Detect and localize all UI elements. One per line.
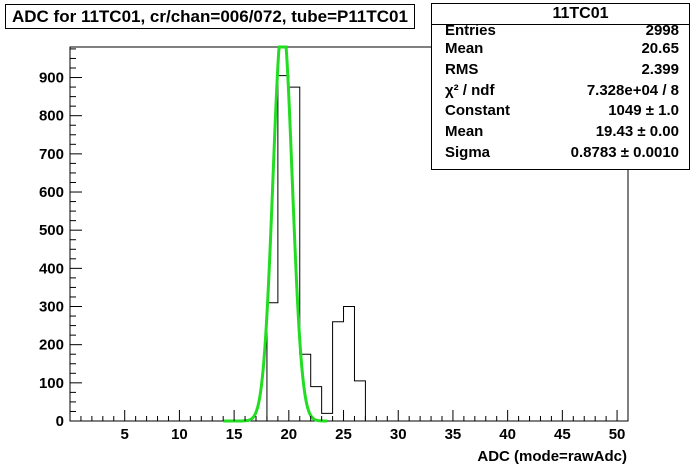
y-tick-label: 700	[39, 146, 64, 163]
histogram-bin	[344, 307, 355, 421]
plot-frame	[69, 46, 629, 422]
x-tick-label: 15	[226, 426, 243, 443]
y-tick-label: 800	[39, 108, 64, 125]
y-tick-label: 600	[39, 184, 64, 201]
histogram-bin	[267, 303, 278, 421]
stats-label: Mean	[445, 40, 484, 57]
y-tick-label: 400	[39, 260, 64, 277]
y-axis: 0 100 200 300 400 500 600 700 800 900	[39, 48, 82, 430]
histogram-bars	[256, 75, 366, 422]
stats-value: 20.65	[641, 40, 679, 57]
chart-title: ADC for 11TC01, cr/chan=006/072, tube=P1…	[5, 4, 415, 29]
stats-row: Mean 20.65	[432, 39, 689, 60]
stats-row: Entries 2998	[432, 25, 689, 39]
histogram-outline	[256, 75, 366, 422]
stats-value: 7.328e+04 / 8	[586, 81, 679, 99]
x-tick-label: 10	[171, 426, 188, 443]
x-tick-label: 20	[280, 426, 297, 443]
x-axis-title: ADC (mode=rawAdc)	[477, 448, 627, 465]
stats-label: χ² / ndf	[445, 81, 495, 99]
y-tick-label: 900	[39, 70, 64, 87]
x-tick-label: 50	[609, 426, 626, 443]
stats-label: Constant	[445, 102, 510, 120]
stats-row: Mean 19.43 ± 0.00	[432, 122, 689, 143]
x-tick-label: 5	[121, 426, 129, 443]
y-tick-label: 200	[39, 337, 64, 354]
y-tick-label: 300	[39, 299, 64, 316]
stats-value: 2.399	[641, 60, 679, 78]
stats-label: Mean	[445, 123, 484, 141]
x-tick-label: 25	[335, 426, 352, 443]
stats-label: Entries	[445, 25, 496, 39]
histogram-bin	[354, 381, 365, 421]
y-tick-label: 0	[56, 413, 64, 430]
histogram-bin	[333, 322, 344, 421]
x-tick-label: 45	[554, 426, 571, 443]
stats-row: Sigma 0.8783 ± 0.0010	[432, 143, 689, 164]
x-axis: 5 10 15 20 25 30 35 40 45 50	[80, 410, 626, 443]
stats-box: 11TC01 Entries 2998 Mean 20.65 RMS 2.399 χ² / …	[431, 3, 690, 170]
stats-label: Sigma	[445, 143, 491, 161]
stats-box-title: 11TC01	[432, 4, 689, 25]
stats-rows: Entries 2998 Mean 20.65 RMS 2.399 χ² / ndf 7.32…	[432, 25, 689, 164]
x-tick-label: 40	[499, 426, 516, 443]
stats-value: 2998	[645, 25, 679, 39]
histogram-bin	[278, 76, 289, 421]
stats-value: 1049 ± 1.0	[608, 102, 679, 120]
stats-value: 19.43 ± 0.00	[595, 123, 679, 141]
stats-row: RMS 2.399	[432, 60, 689, 81]
y-tick-label: 500	[39, 222, 64, 239]
stats-label: RMS	[445, 60, 479, 78]
stats-row: χ² / ndf 7.328e+04 / 8	[432, 81, 689, 102]
gaussian-fit-curve	[223, 45, 328, 423]
stats-row: Constant 1049 ± 1.0	[432, 101, 689, 122]
y-tick-label: 100	[39, 375, 64, 392]
x-tick-label: 30	[390, 426, 407, 443]
x-tick-label: 35	[445, 426, 462, 443]
stats-value: 0.8783 ± 0.0010	[570, 143, 679, 161]
